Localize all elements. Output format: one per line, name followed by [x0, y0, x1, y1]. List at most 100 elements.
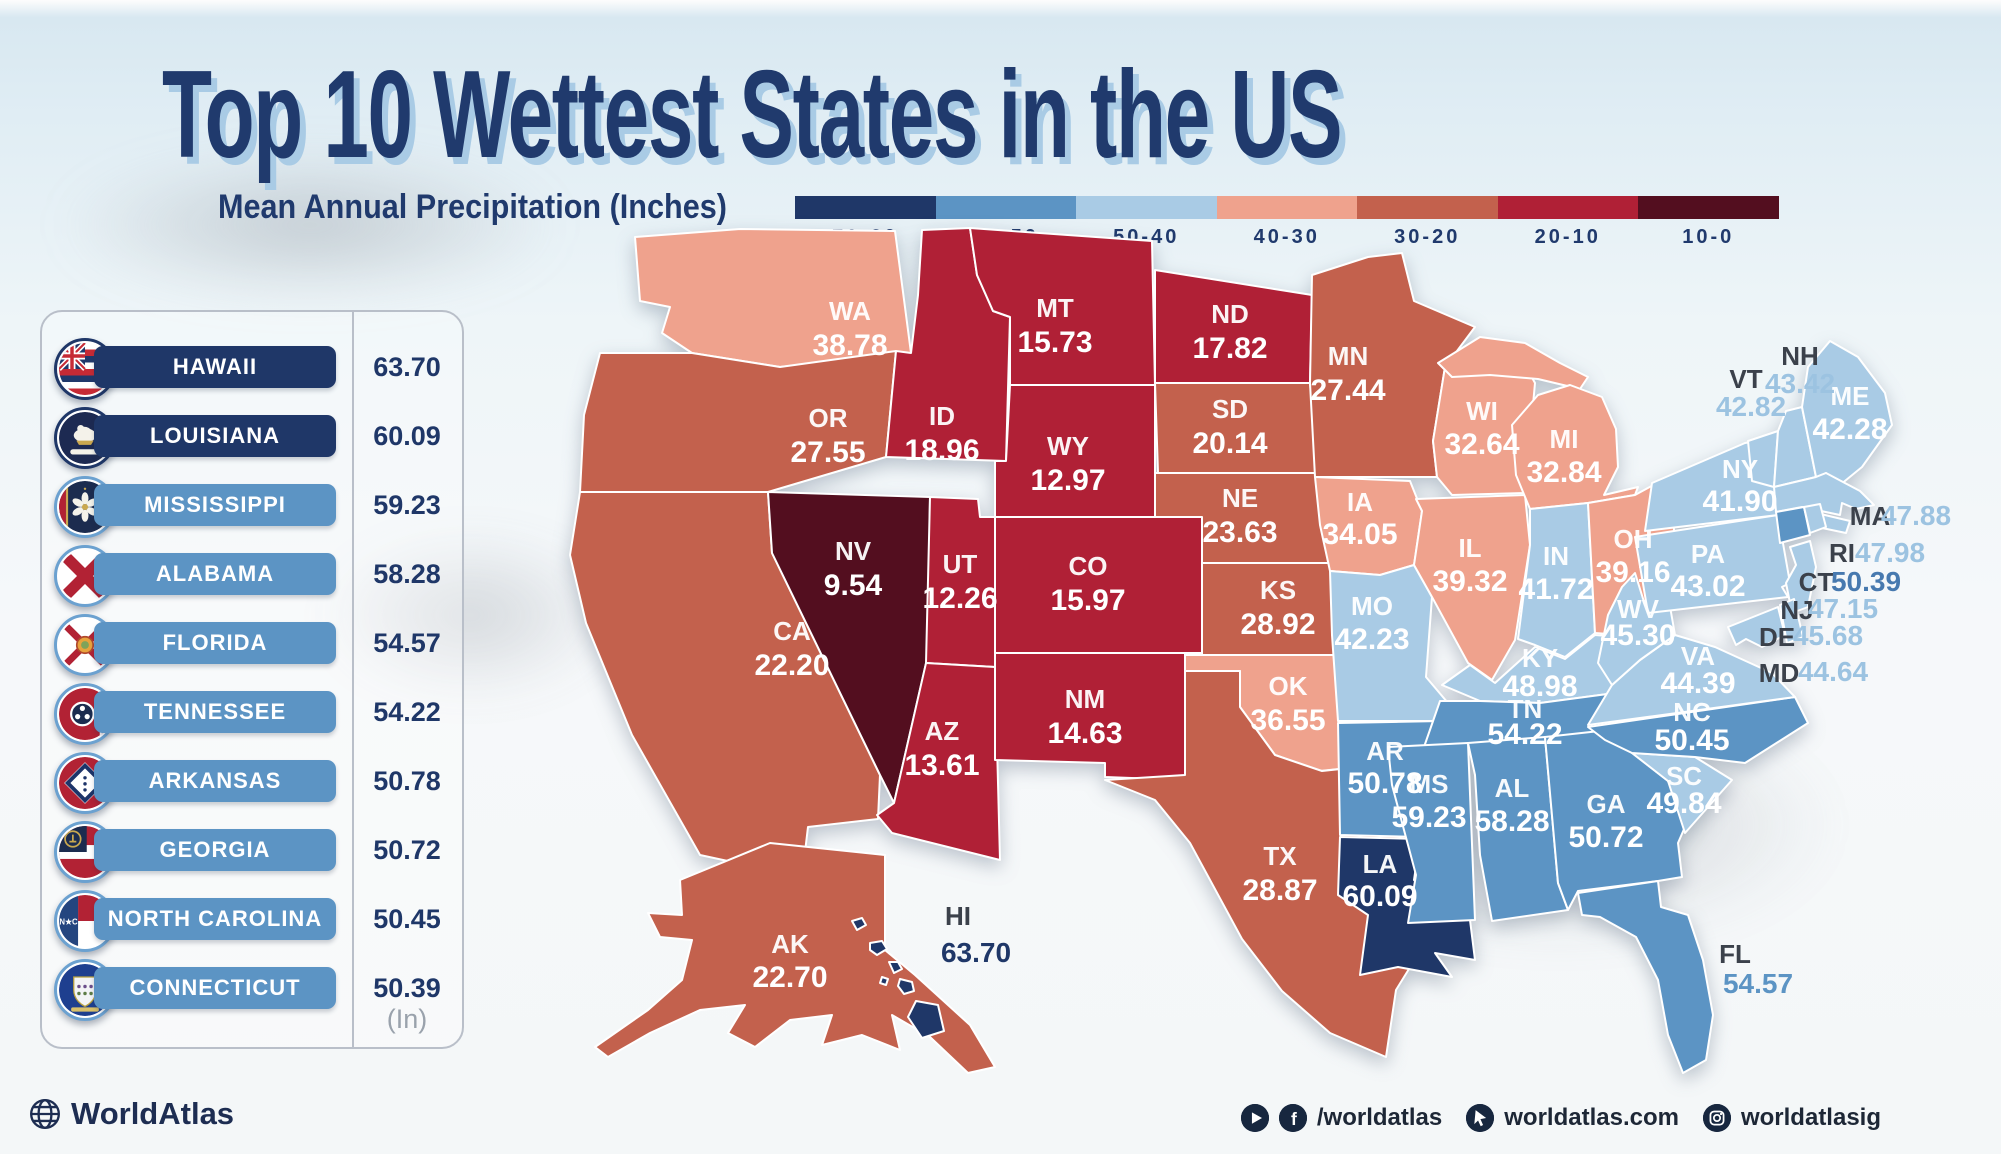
rank-pill: TENNESSEE [94, 691, 336, 733]
state-label-co: CO 15.97 [1050, 551, 1125, 617]
rank-pill: MISSISSIPPI [94, 484, 336, 526]
state-label-fl: FL [1719, 939, 1751, 969]
rank-state-name: FLORIDA [162, 630, 268, 655]
state-label-ut: UT 12.26 [922, 549, 997, 615]
unit-label: (In) [386, 1004, 428, 1034]
panel-divider [352, 312, 354, 1047]
rank-value: 54.22 [373, 697, 441, 727]
state-value-nj: 47.15 [1808, 593, 1878, 624]
legend-label: 30-20 [1394, 226, 1461, 248]
state-label-in: IN 41.72 [1518, 541, 1593, 606]
social-handle[interactable]: worldatlas.com [1504, 1104, 1679, 1131]
youtube-play-icon[interactable] [1240, 1104, 1269, 1132]
state-label-ak: AK 22.70 [752, 929, 827, 994]
instagram-icon[interactable] [1702, 1104, 1731, 1132]
state-label-hi: HI [945, 901, 971, 931]
state-label-ok: OK 36.55 [1250, 671, 1325, 737]
state-label-pa: PA 43.02 [1670, 539, 1745, 603]
rank-value: 50.78 [373, 766, 441, 796]
legend-item: 30-20 [1357, 196, 1498, 249]
state-label-ne: NE 23.63 [1202, 483, 1277, 549]
state-label-ca: CA 22.20 [754, 616, 829, 682]
rank-row-alabama: ALABAMA 58.28 [42, 545, 462, 607]
state-label-md: MD [1759, 658, 1799, 688]
legend-label: 20-10 [1534, 226, 1601, 248]
rank-row-north-carolina: N★C NORTH CAROLINA 50.45 [42, 890, 462, 952]
legend-item: 40-30 [1216, 196, 1357, 249]
state-value-ma: 47.88 [1881, 500, 1951, 531]
cursor-icon[interactable] [1466, 1104, 1495, 1132]
state-ct [1775, 506, 1811, 544]
state-nj [1785, 540, 1817, 614]
rank-value: 50.45 [373, 904, 441, 934]
state-label-oh: OH 39.16 [1595, 524, 1670, 589]
ranking-panel: HAWAII 63.70 LOUISIANA 60.09 MIS [40, 310, 464, 1049]
facebook-icon[interactable]: f [1278, 1104, 1307, 1132]
rank-value: 50.39 [373, 973, 441, 1003]
rank-state-name: GEORGIA [159, 837, 271, 862]
rank-state-name: NORTH CAROLINA [107, 906, 323, 931]
state-label-al: AL 58.28 [1474, 773, 1549, 838]
legend-swatch-70-60 [795, 196, 936, 219]
state-label-az: AZ 13.61 [904, 716, 979, 782]
legend-item: 20-10 [1497, 196, 1638, 249]
legend-swatch-40-30 [1216, 196, 1357, 219]
state-label-va: VA 44.39 [1660, 641, 1735, 700]
rank-state-name: HAWAII [172, 354, 258, 379]
social-handle[interactable]: /worldatlas [1316, 1104, 1443, 1131]
rank-value: 60.09 [373, 421, 441, 451]
rank-row-hawaii: HAWAII 63.70 [42, 338, 462, 400]
state-label-nh: NH [1781, 341, 1819, 371]
state-label-ms: MS 59.23 [1391, 769, 1466, 834]
state-label-wa: WA 38.78 [812, 296, 887, 362]
rank-value: 59.23 [373, 490, 441, 520]
rank-pill: LOUISIANA [94, 415, 336, 457]
state-label-wy: WY 12.97 [1030, 431, 1105, 497]
us-precipitation-map: WA 38.78 OR 27.55 CA 22.20 ID 18.96 MT 15.73 … [569, 227, 1951, 1074]
state-mo [1329, 564, 1449, 722]
rank-state-name: ARKANSAS [148, 768, 282, 793]
rank-state-name: TENNESSEE [143, 699, 287, 724]
state-label-ma: MA [1850, 501, 1891, 531]
svg-text:f: f [1291, 1109, 1297, 1129]
social-handle[interactable]: worldatlasig [1740, 1104, 1881, 1131]
state-label-tx: TX 28.87 [1242, 841, 1317, 907]
state-value-ct: 50.39 [1831, 566, 1901, 597]
legend-swatch-30-20 [1357, 196, 1498, 219]
state-nc [1587, 696, 1809, 764]
svg-text:N★C: N★C [59, 917, 78, 926]
rank-row-connecticut: CONNECTICUT 50.39 [42, 959, 462, 1021]
state-label-nc: NC 50.45 [1654, 697, 1729, 757]
rank-state-name: LOUISIANA [150, 423, 280, 448]
rank-state-name: MISSISSIPPI [144, 492, 286, 517]
state-label-ky: KY 48.98 [1502, 643, 1577, 703]
state-label-mi: MI 32.84 [1526, 424, 1601, 489]
state-label-or: OR 27.55 [790, 403, 865, 469]
legend-swatch-20-10 [1497, 196, 1638, 219]
rank-pill: ARKANSAS [94, 760, 336, 802]
rank-pill: ALABAMA [94, 553, 336, 595]
rank-value: 50.72 [373, 835, 441, 865]
state-label-me: ME 42.28 [1812, 381, 1887, 446]
state-label-nd: ND 17.82 [1192, 299, 1267, 365]
state-mt [969, 227, 1156, 386]
state-value-vt: 42.82 [1716, 391, 1786, 422]
state-label-ga: GA 50.72 [1568, 789, 1643, 854]
state-md [1727, 606, 1786, 648]
rank-row-georgia: GEORGIA 50.72 [42, 821, 462, 883]
state-label-ct: CT [1799, 567, 1834, 597]
rank-state-name: CONNECTICUT [129, 975, 301, 1000]
rank-value: 58.28 [373, 559, 441, 589]
state-label-ks: KS 28.92 [1240, 575, 1315, 641]
state-label-il: IL 39.32 [1432, 533, 1507, 598]
legend-swatch-50-40 [1076, 196, 1217, 219]
social-links: f /worldatlas worldatlas.com worldatlasi… [1240, 1104, 1895, 1132]
rank-state-name: ALABAMA [155, 561, 275, 586]
state-label-tn: TN 54.22 [1487, 694, 1562, 751]
rank-pill: GEORGIA [94, 829, 336, 871]
rank-value: 63.70 [373, 352, 441, 382]
rank-row-florida: FLORIDA 54.57 [42, 614, 462, 676]
state-label-de: DE [1759, 622, 1795, 652]
rank-pill: CONNECTICUT [94, 967, 336, 1009]
state-ak [594, 842, 996, 1074]
